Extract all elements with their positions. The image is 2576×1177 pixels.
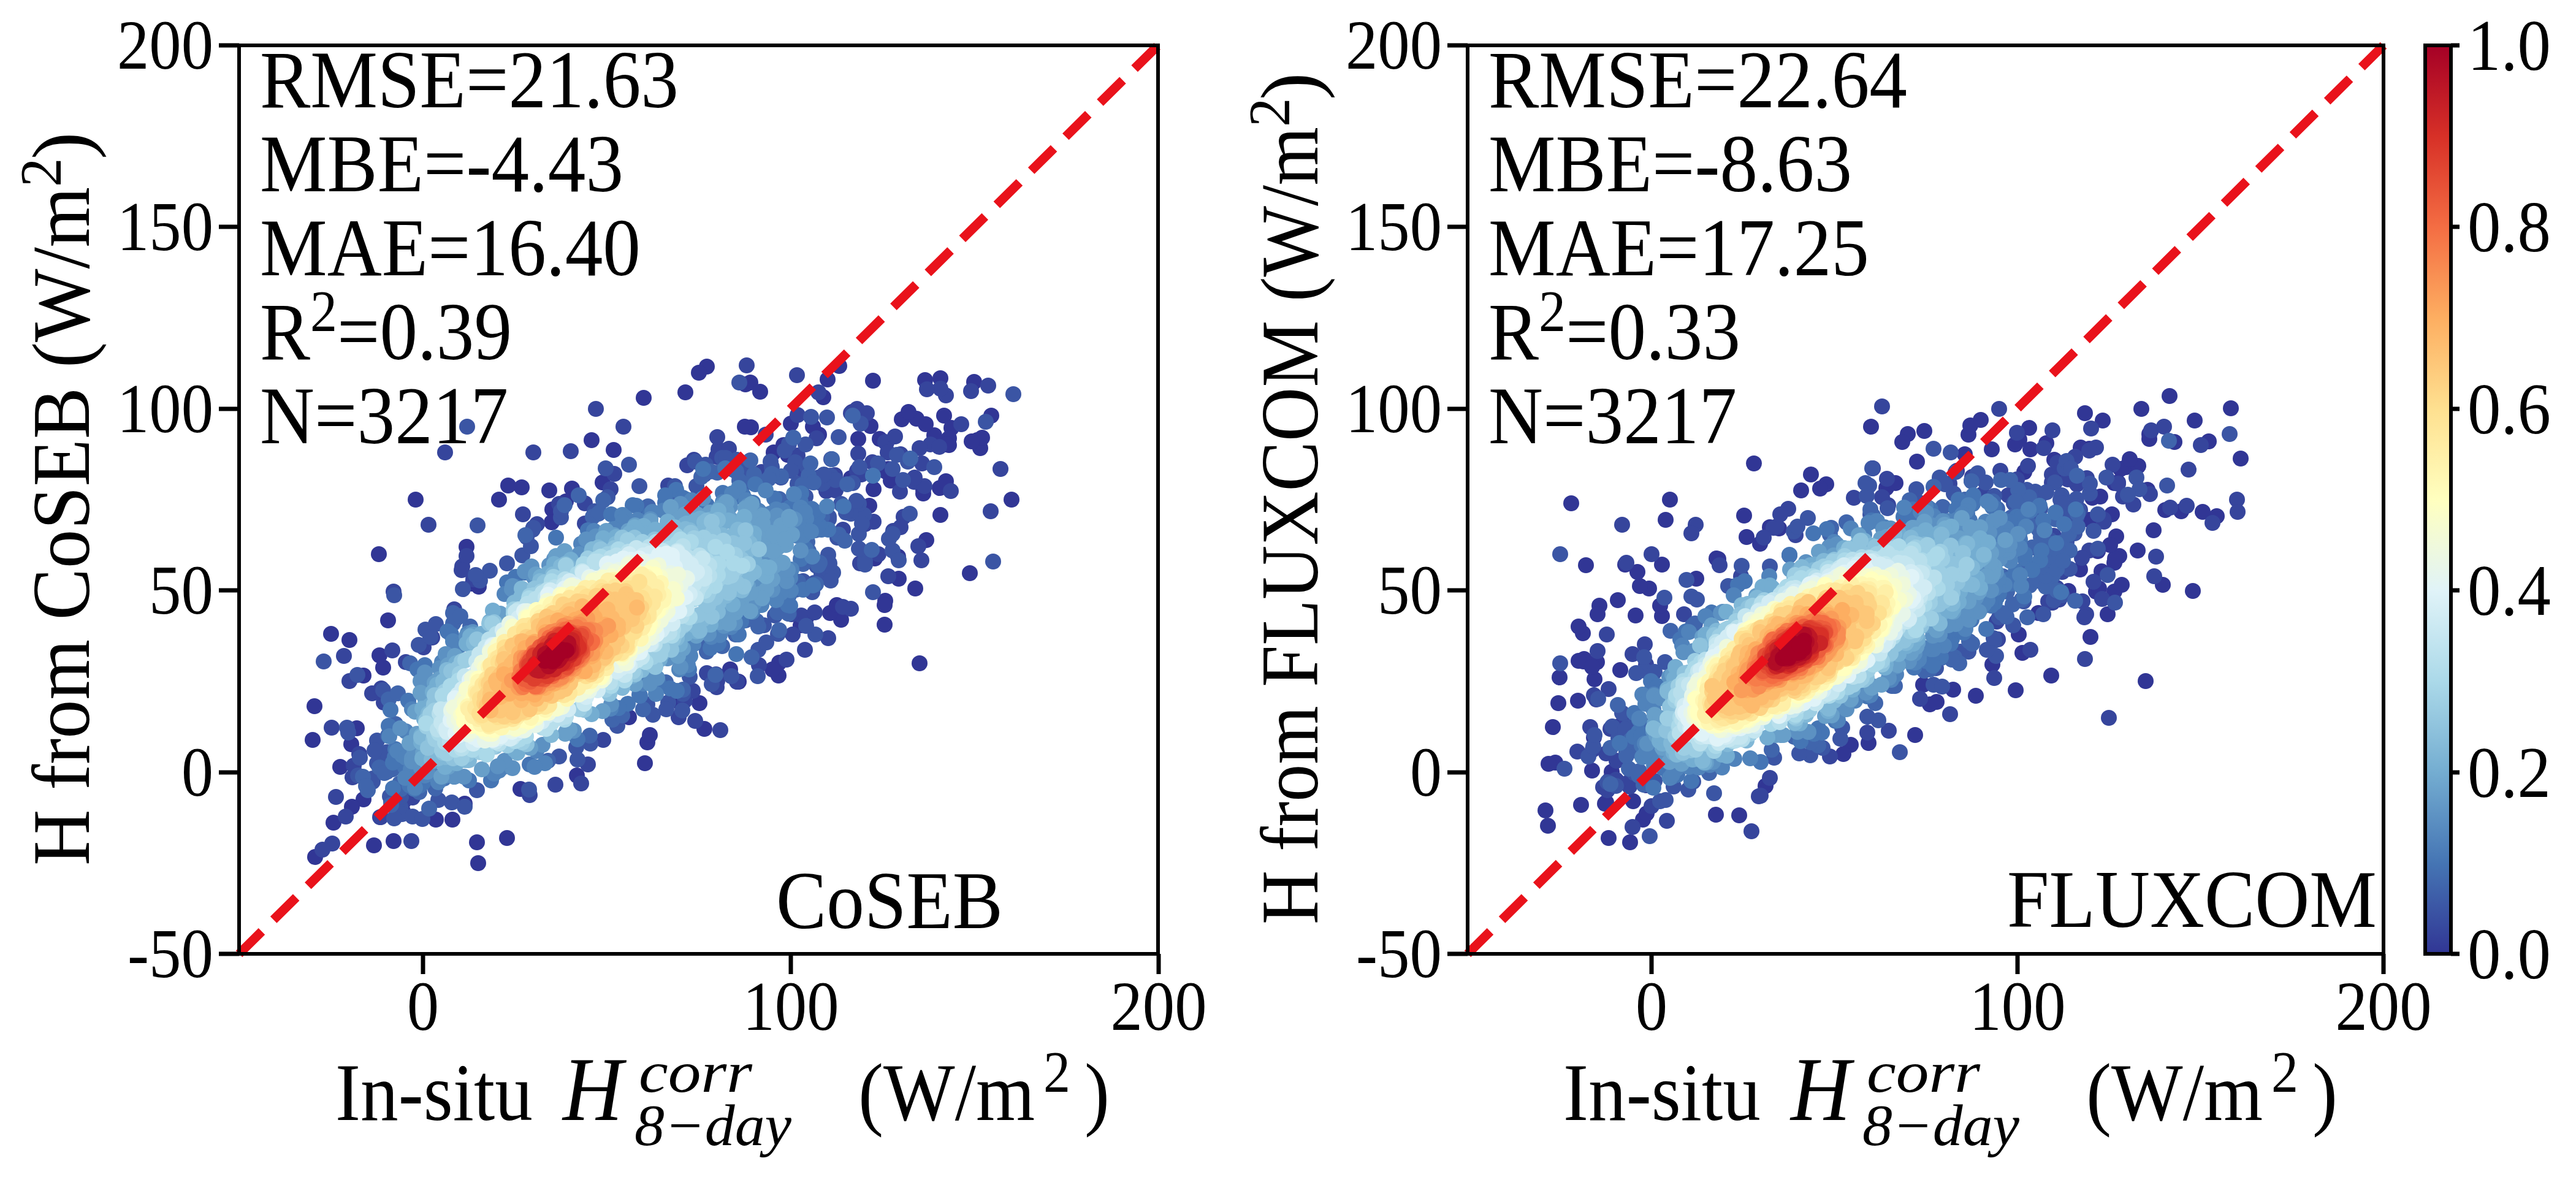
svg-text:200: 200	[2336, 967, 2432, 1045]
svg-text:H: H	[1789, 1039, 1854, 1140]
svg-text:150: 150	[117, 188, 213, 265]
svg-text:): )	[2312, 1047, 2338, 1138]
svg-text:0.4: 0.4	[2467, 550, 2551, 631]
svg-text:0: 0	[1636, 967, 1667, 1045]
svg-text:H: H	[562, 1039, 627, 1140]
svg-text:100: 100	[1346, 370, 1442, 448]
svg-text:200: 200	[1346, 6, 1442, 84]
svg-text:100: 100	[117, 370, 213, 448]
svg-text:): )	[16, 132, 107, 159]
svg-text:200: 200	[1111, 967, 1207, 1045]
svg-text:In-situ: In-situ	[1563, 1047, 1761, 1138]
svg-text:8−day: 8−day	[1862, 1093, 2020, 1158]
svg-text:N=3217: N=3217	[1488, 370, 1737, 461]
svg-text:50: 50	[1378, 551, 1442, 629]
svg-text:MBE=-8.63: MBE=-8.63	[1488, 118, 1852, 209]
svg-text:8−day: 8−day	[634, 1093, 792, 1158]
svg-text:H from CoSEB (W/m: H from CoSEB (W/m	[16, 187, 107, 866]
svg-text:=0.39: =0.39	[337, 286, 512, 377]
svg-text:=0.33: =0.33	[1566, 286, 1740, 377]
svg-text:2: 2	[1043, 1040, 1070, 1105]
svg-text:-50: -50	[128, 915, 213, 992]
svg-text:150: 150	[1346, 188, 1442, 265]
svg-text:2: 2	[310, 279, 337, 344]
svg-text:MBE=-4.43: MBE=-4.43	[260, 118, 623, 209]
svg-text:In-situ: In-situ	[335, 1047, 533, 1138]
svg-text:2: 2	[1539, 279, 1566, 344]
svg-text:-50: -50	[1356, 915, 1442, 992]
svg-text:CoSEB: CoSEB	[776, 855, 1003, 946]
svg-text:0.8: 0.8	[2467, 187, 2551, 267]
svg-text:200: 200	[117, 6, 213, 84]
svg-text:1.0: 1.0	[2467, 6, 2551, 86]
svg-text:RMSE=21.63: RMSE=21.63	[260, 34, 679, 125]
svg-text:(W/m: (W/m	[858, 1047, 1035, 1138]
svg-text:R: R	[1488, 286, 1539, 377]
svg-text:R: R	[260, 286, 311, 377]
svg-text:2: 2	[9, 158, 74, 188]
svg-text:(W/m: (W/m	[2086, 1047, 2263, 1138]
svg-text:0: 0	[1410, 733, 1442, 811]
svg-text:2: 2	[2271, 1040, 2298, 1105]
svg-text:): )	[1244, 72, 1335, 100]
svg-text:FLUXCOM: FLUXCOM	[2007, 854, 2377, 945]
svg-text:N=3217: N=3217	[260, 370, 508, 461]
svg-text:100: 100	[1970, 967, 2066, 1045]
svg-text:H from FLUXCOM (W/m: H from FLUXCOM (W/m	[1244, 127, 1335, 924]
svg-text:50: 50	[149, 551, 213, 629]
svg-text:): )	[1084, 1047, 1110, 1138]
svg-text:0: 0	[181, 733, 213, 811]
svg-text:0.0: 0.0	[2467, 914, 2551, 994]
svg-text:2: 2	[1237, 98, 1302, 128]
svg-text:0.2: 0.2	[2467, 733, 2551, 813]
svg-text:100: 100	[743, 967, 839, 1045]
svg-text:0: 0	[407, 967, 439, 1045]
svg-text:0.6: 0.6	[2467, 369, 2551, 449]
svg-text:RMSE=22.64: RMSE=22.64	[1488, 34, 1907, 125]
